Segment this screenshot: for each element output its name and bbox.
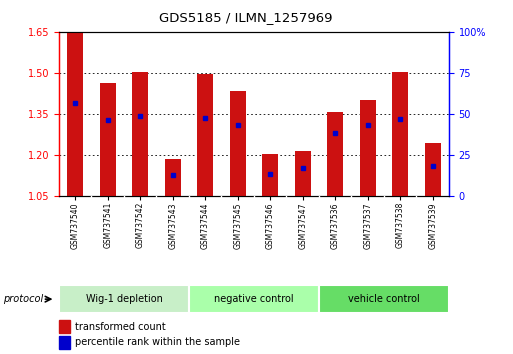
Bar bbox=[229, 91, 246, 196]
Bar bbox=[67, 33, 83, 196]
Bar bbox=[132, 72, 148, 196]
Bar bbox=[294, 151, 311, 196]
Bar bbox=[319, 285, 449, 313]
Text: transformed count: transformed count bbox=[75, 321, 166, 332]
Text: percentile rank within the sample: percentile rank within the sample bbox=[75, 337, 241, 348]
Bar bbox=[165, 159, 181, 196]
Bar bbox=[197, 74, 213, 196]
Bar bbox=[59, 320, 70, 333]
Text: GDS5185 / ILMN_1257969: GDS5185 / ILMN_1257969 bbox=[160, 11, 333, 24]
Bar bbox=[100, 82, 116, 196]
Bar bbox=[424, 143, 441, 196]
Bar bbox=[262, 154, 278, 196]
Bar bbox=[360, 101, 376, 196]
Bar bbox=[189, 285, 319, 313]
Bar bbox=[59, 336, 70, 349]
Text: protocol: protocol bbox=[3, 294, 43, 304]
Bar bbox=[327, 112, 343, 196]
Text: negative control: negative control bbox=[214, 294, 294, 304]
Bar bbox=[59, 285, 189, 313]
Bar bbox=[392, 72, 408, 196]
Text: vehicle control: vehicle control bbox=[348, 294, 420, 304]
Text: Wig-1 depletion: Wig-1 depletion bbox=[86, 294, 163, 304]
